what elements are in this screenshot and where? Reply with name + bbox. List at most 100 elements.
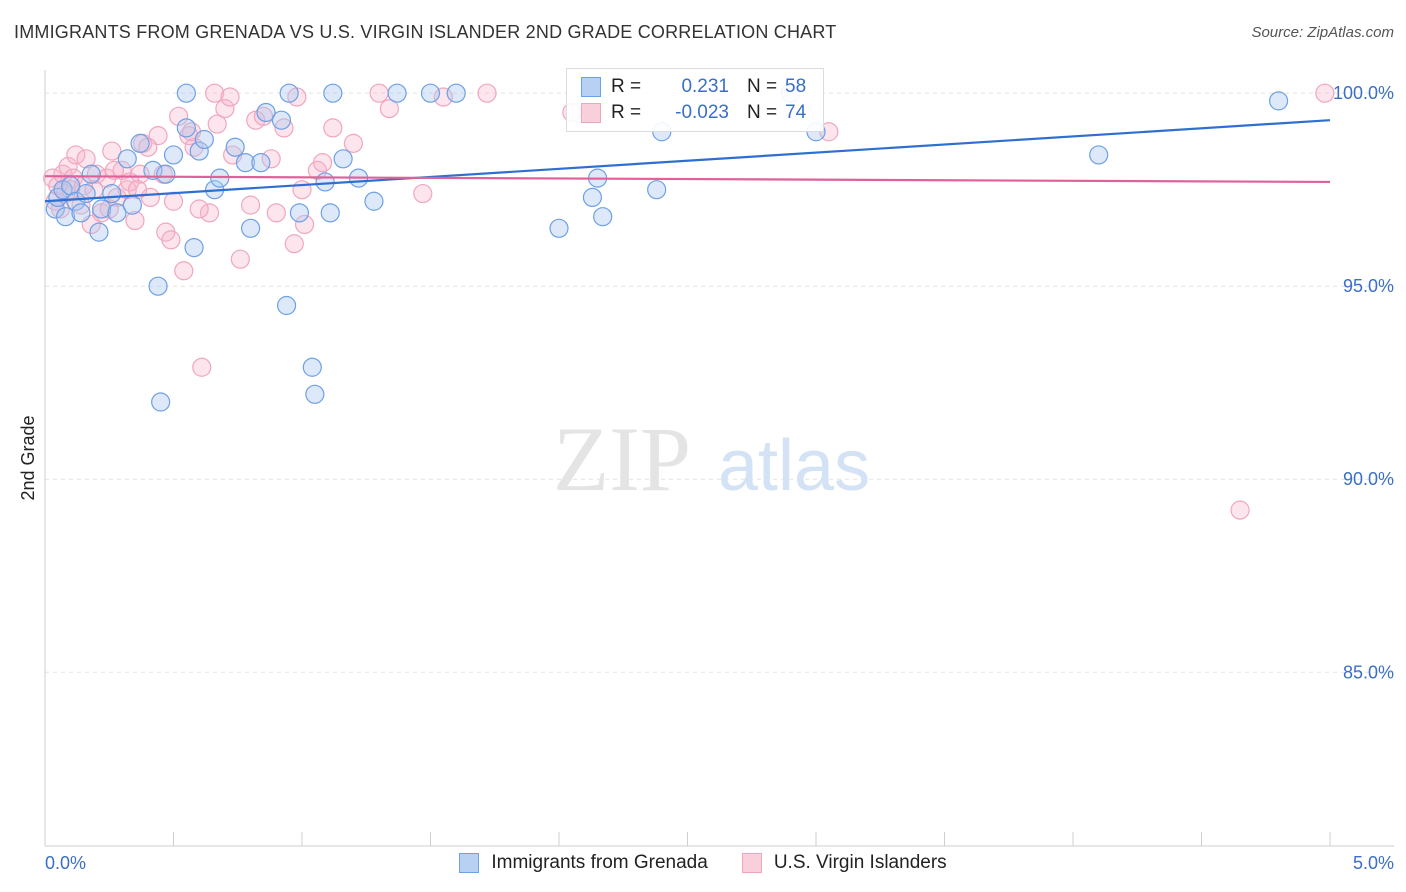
watermark: ZIP atlas [553, 408, 870, 510]
point-grenada [143, 160, 163, 180]
point-virgin-islanders [199, 203, 220, 223]
point-virgin-islanders [292, 180, 312, 200]
legend-swatch-pink [581, 103, 601, 123]
point-virgin-islanders [169, 106, 189, 126]
point-virgin-islanders [71, 195, 91, 215]
point-grenada [194, 129, 214, 150]
point-grenada [302, 357, 322, 377]
point-grenada [271, 110, 292, 130]
axes [44, 70, 1394, 847]
point-virgin-islanders [102, 141, 122, 161]
legend-label-virgin-islanders: U.S. Virgin Islanders [773, 852, 947, 873]
legend-swatch-blue [459, 853, 480, 873]
y-tick-labels: 100.0% 95.0% 90.0% 85.0% [1333, 83, 1394, 682]
point-grenada [81, 164, 101, 184]
point-virgin-islanders [477, 83, 497, 103]
point-virgin-islanders [220, 87, 240, 107]
y-tick-label: 100.0% [1333, 83, 1394, 103]
point-virgin-islanders [207, 114, 227, 134]
point-grenada [387, 83, 407, 103]
source-label: Source: ZipAtlas.com [1251, 24, 1394, 41]
point-virgin-islanders [261, 149, 281, 169]
point-virgin-islanders [1230, 500, 1250, 520]
point-grenada [122, 195, 142, 215]
point-grenada [189, 141, 209, 161]
point-grenada [241, 218, 261, 238]
point-virgin-islanders [312, 153, 333, 173]
point-virgin-islanders [189, 199, 209, 219]
point-grenada [582, 187, 603, 208]
point-grenada [333, 149, 353, 169]
point-grenada [320, 203, 340, 223]
point-grenada [276, 295, 297, 316]
point-virgin-islanders [192, 357, 212, 377]
trend-line-grenada [44, 119, 1331, 203]
point-grenada [549, 218, 569, 238]
point-grenada [647, 180, 667, 200]
point-grenada [107, 203, 127, 223]
point-virgin-islanders [266, 203, 286, 223]
point-grenada [184, 237, 204, 258]
point-virgin-islanders [215, 99, 235, 119]
point-grenada [117, 149, 137, 169]
point-virgin-islanders [125, 210, 145, 231]
legend-r-value: 0.231 [681, 76, 729, 97]
series-legend: Immigrants from Grenada U.S. Virgin Isla… [0, 852, 1406, 874]
point-grenada [176, 118, 196, 138]
point-grenada [130, 133, 150, 153]
point-grenada [251, 153, 271, 173]
point-virgin-islanders [413, 183, 433, 204]
point-grenada [315, 172, 335, 192]
point-virgin-islanders [76, 149, 96, 169]
stats-legend: R = 0.231 N = 58 R = -0.023 N = 74 [566, 68, 824, 132]
point-grenada [148, 276, 168, 296]
legend-swatch-blue [581, 77, 601, 97]
legend-label-grenada: Immigrants from Grenada [491, 852, 708, 873]
point-virgin-islanders [163, 191, 184, 211]
x-tick-marks [44, 832, 1331, 846]
point-grenada [176, 83, 196, 103]
point-grenada [102, 183, 122, 204]
point-grenada [55, 207, 76, 227]
point-grenada [156, 164, 176, 184]
point-grenada [235, 153, 256, 173]
point-grenada [66, 191, 86, 211]
point-grenada [323, 83, 343, 103]
point-virgin-islanders [433, 87, 453, 107]
point-grenada [1089, 145, 1109, 165]
point-grenada [446, 83, 466, 103]
point-virgin-islanders [174, 261, 194, 281]
point-virgin-islanders [104, 160, 124, 180]
point-virgin-islanders [294, 214, 315, 235]
point-grenada [364, 191, 384, 211]
legend-item-grenada[interactable]: Immigrants from Grenada [459, 852, 708, 874]
point-grenada [71, 203, 91, 223]
legend-n-value: 58 [785, 76, 807, 97]
legend-r-label: R = [611, 76, 642, 97]
point-grenada [210, 168, 230, 188]
legend-n-label: N = [747, 76, 778, 97]
y-tick-label: 85.0% [1343, 662, 1394, 682]
watermark-zip: ZIP [553, 408, 691, 510]
point-grenada [163, 145, 184, 165]
point-virgin-islanders [97, 168, 117, 188]
point-grenada [91, 199, 112, 219]
point-virgin-islanders [117, 180, 137, 200]
point-virgin-islanders [343, 133, 363, 153]
legend-row-grenada: R = 0.231 N = 58 [581, 75, 806, 99]
point-virgin-islanders [112, 160, 132, 180]
point-virgin-islanders [86, 164, 107, 184]
legend-r-value: -0.023 [675, 102, 729, 123]
trend-line-virgin-islanders [44, 175, 1331, 184]
point-virgin-islanders [66, 145, 86, 165]
point-grenada [279, 83, 299, 103]
trend-lines [44, 119, 1331, 203]
point-virgin-islanders [379, 99, 399, 119]
point-virgin-islanders [274, 118, 294, 138]
point-grenada [289, 203, 310, 223]
point-grenada [225, 137, 245, 157]
point-virgin-islanders [284, 234, 304, 254]
legend-item-virgin-islanders[interactable]: U.S. Virgin Islanders [741, 852, 947, 874]
point-grenada [1268, 91, 1289, 111]
